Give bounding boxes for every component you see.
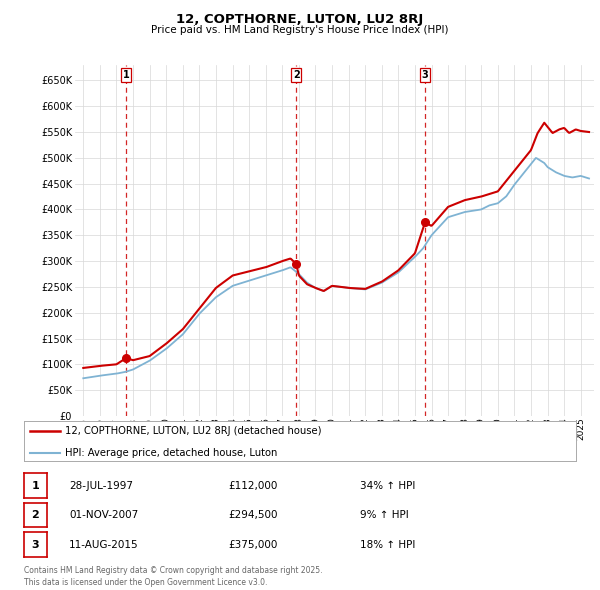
Text: £294,500: £294,500 xyxy=(228,510,277,520)
Text: 1: 1 xyxy=(32,481,39,490)
Text: 3: 3 xyxy=(422,70,428,80)
Text: 2: 2 xyxy=(293,70,299,80)
Text: 18% ↑ HPI: 18% ↑ HPI xyxy=(360,540,415,549)
Text: Price paid vs. HM Land Registry's House Price Index (HPI): Price paid vs. HM Land Registry's House … xyxy=(151,25,449,35)
Text: 9% ↑ HPI: 9% ↑ HPI xyxy=(360,510,409,520)
Text: £375,000: £375,000 xyxy=(228,540,277,549)
Text: HPI: Average price, detached house, Luton: HPI: Average price, detached house, Luto… xyxy=(65,448,278,458)
Text: Contains HM Land Registry data © Crown copyright and database right 2025.
This d: Contains HM Land Registry data © Crown c… xyxy=(24,566,323,587)
Text: 34% ↑ HPI: 34% ↑ HPI xyxy=(360,481,415,490)
Text: 28-JUL-1997: 28-JUL-1997 xyxy=(69,481,133,490)
Text: 2: 2 xyxy=(32,510,39,520)
Text: 3: 3 xyxy=(32,540,39,549)
Text: 1: 1 xyxy=(122,70,130,80)
Text: £112,000: £112,000 xyxy=(228,481,277,490)
Text: 11-AUG-2015: 11-AUG-2015 xyxy=(69,540,139,549)
Text: 01-NOV-2007: 01-NOV-2007 xyxy=(69,510,138,520)
Text: 12, COPTHORNE, LUTON, LU2 8RJ: 12, COPTHORNE, LUTON, LU2 8RJ xyxy=(176,13,424,26)
Text: 12, COPTHORNE, LUTON, LU2 8RJ (detached house): 12, COPTHORNE, LUTON, LU2 8RJ (detached … xyxy=(65,427,322,436)
